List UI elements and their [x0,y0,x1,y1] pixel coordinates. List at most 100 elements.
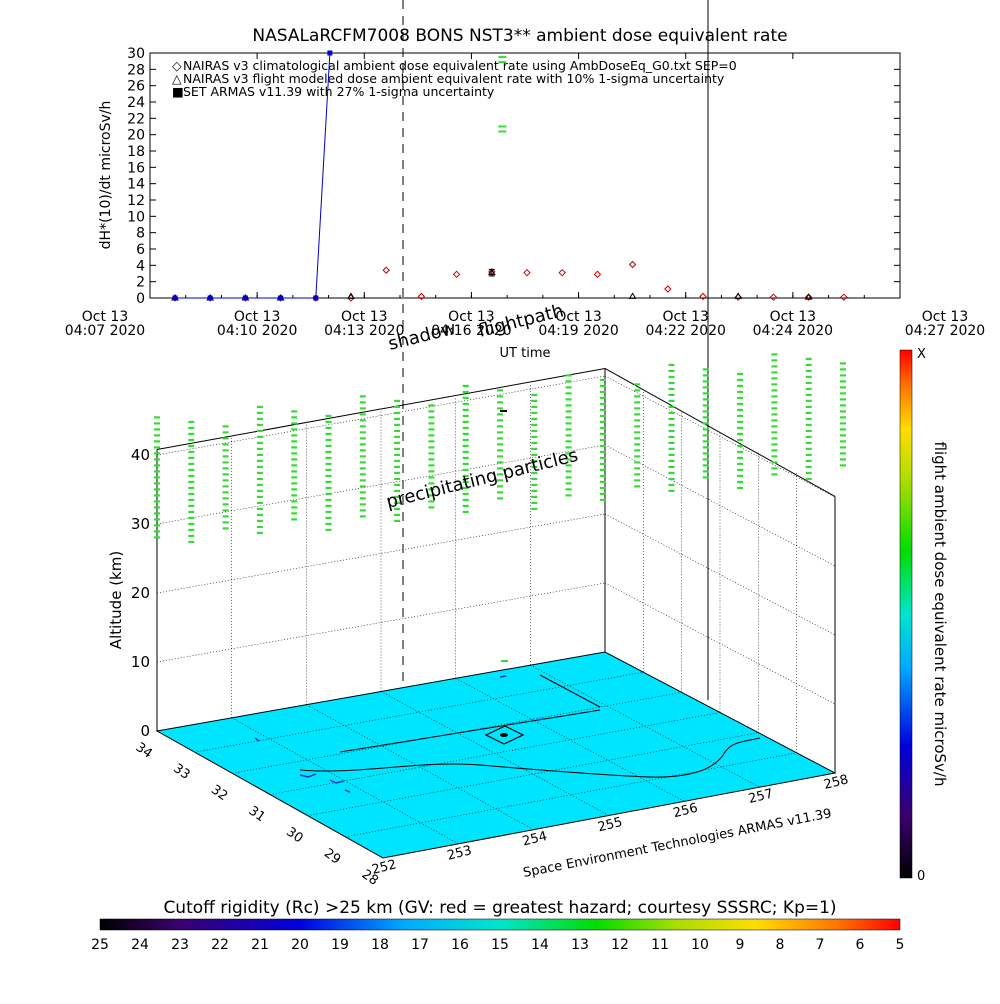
x-tick-date: Oct 13 [555,309,601,325]
dose-mark [531,477,538,480]
dose-mark [565,458,572,461]
dose-mark [565,452,572,455]
y-tick-label: 14 [127,177,145,193]
dose-mark [154,464,160,467]
dose-mark [154,500,160,503]
dose-mark [394,519,401,522]
floor-grid-line [307,732,759,816]
green-dose-mark [498,130,507,133]
dose-mark [737,486,744,489]
dose-mark [565,428,572,431]
longitude-tick-label: 254 [521,829,549,850]
diamond-point [840,293,848,301]
dose-mark [497,437,503,440]
dose-mark [771,371,778,374]
dose-mark [840,374,846,377]
x-tick-time: 04:24 2020 [753,323,833,339]
dose-mark [291,434,298,437]
dose-mark [634,401,641,404]
dose-mark [634,479,641,482]
diamond-point [452,270,461,279]
dose-mark [462,402,469,405]
dose-mark [668,423,675,426]
dose-mark [359,449,366,452]
dose-mark [428,434,435,437]
dose-mark [497,497,503,500]
dose-mark [222,467,229,470]
dose-mark [222,479,229,482]
rigidity-colorbar-label: 7 [816,937,825,953]
dose-mark [222,485,229,488]
x-tick-time: 04:10 2020 [217,323,297,339]
x-tick-time: 04:16 2020 [431,323,511,339]
rigidity-colorbar-label: 12 [611,937,629,953]
diamond-point [804,293,813,301]
x-tick-date: Oct 13 [82,309,128,325]
dose-mark [154,482,160,485]
y-tick-label: 20 [127,128,145,144]
dose-mark [325,456,332,459]
dose-mark [634,413,641,416]
dose-mark [599,480,606,483]
dose-mark [325,516,332,519]
dose-mark [394,423,401,426]
dose-mark [428,482,435,485]
dose-mark [771,377,778,380]
dose-mark [805,429,812,432]
dose-mark [462,510,469,513]
dose-mark [462,390,469,393]
dose-mark [771,353,778,356]
dose-mark [702,476,709,479]
dose-mark [394,405,401,408]
rigidity-colorbar-label: 25 [91,937,109,953]
dose-mark [634,449,641,452]
plot-frame [149,52,901,299]
dose-column [805,357,812,480]
dose-mark [634,431,641,434]
dose-mark [634,419,641,422]
y-tick-label: 12 [127,193,145,209]
dose-mark [805,405,812,408]
wall-top-edge [604,368,836,497]
dose-mark [634,389,641,392]
dose-mark [634,461,641,464]
dose-mark [325,528,332,531]
dose-mark [325,480,332,483]
dose-column [840,362,846,467]
dose-mark [565,494,572,497]
airport-marker [484,725,525,745]
dose-mark [565,422,572,425]
dose-mark [325,504,332,507]
legend: ◇ NAIRAS v3 climatological ambient dose … [172,58,737,99]
dose-mark [222,497,229,500]
dose-mark [565,410,572,413]
dose-mark [394,477,401,480]
dose-mark [359,497,366,500]
dose-mark [291,428,298,431]
dose-mark [668,399,675,402]
dose-mark [737,414,744,417]
dose-mark [599,462,606,465]
dose-mark [599,384,606,387]
dose-mark [840,380,846,383]
dose-mark [668,447,675,450]
rigidity-colorbar-label: 13 [571,937,589,953]
dose-mark [188,498,195,501]
dose-mark [565,482,572,485]
dose-mark [394,411,401,414]
dose-mark [325,462,332,465]
wall-grid-line [156,375,606,456]
latitude-tick-label: 32 [208,782,230,804]
dose-mark [840,434,846,437]
rigidity-colorbar-label: 15 [491,937,509,953]
dose-mark [256,531,263,534]
dose-mark [805,453,812,456]
floor-grid-line [231,717,459,845]
dose-mark [428,404,435,407]
wall-top-edge [156,367,606,450]
dose-mark [291,464,298,467]
dose-mark [256,435,263,438]
dose-mark [737,402,744,405]
dose-mark [359,437,366,440]
dose-mark [256,525,263,528]
